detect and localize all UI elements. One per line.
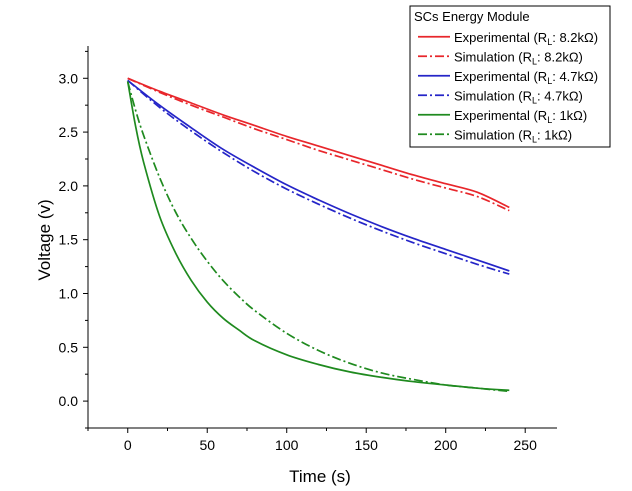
- legend: SCs Energy Module Experimental (RL: 8.2kΩ…: [409, 5, 611, 148]
- series-line-3: [127, 79, 510, 275]
- x-tick-label: 150: [355, 437, 379, 453]
- series-line-0: [127, 77, 510, 209]
- legend-label-5: Simulation (RL: 1kΩ): [454, 127, 572, 144]
- series-line-1: [127, 77, 510, 212]
- legend-label-0: Experimental (RL: 8.2kΩ): [454, 30, 598, 47]
- y-axis-title: Voltage (v): [35, 199, 54, 280]
- y-tick-label: 2.0: [59, 178, 79, 194]
- x-tick-label: 250: [514, 437, 538, 453]
- legend-label-3: Simulation (RL: 4.7kΩ): [454, 88, 583, 105]
- legend-label-2: Experimental (RL: 4.7kΩ): [454, 69, 598, 86]
- x-axis-title: Time (s): [289, 467, 351, 486]
- y-tick-label: 2.5: [59, 124, 79, 140]
- x-tick-label: 50: [199, 437, 215, 453]
- legend-label-4: Experimental (RL: 1kΩ): [454, 108, 587, 125]
- y-tick-label: 3.0: [59, 70, 79, 86]
- series-line-4: [126, 81, 510, 392]
- y-tick-label: 1.5: [59, 232, 79, 248]
- x-tick-label: 100: [275, 437, 299, 453]
- series-line-2: [127, 79, 510, 272]
- legend-title: SCs Energy Module: [414, 9, 530, 24]
- y-tick-label: 1.0: [59, 285, 79, 301]
- y-tick-label: 0.0: [59, 393, 79, 409]
- series-line-5: [126, 81, 510, 393]
- y-tick-label: 0.5: [59, 339, 79, 355]
- series-layer: [126, 77, 510, 393]
- x-tick-label: 0: [124, 437, 132, 453]
- x-tick-label: 200: [434, 437, 458, 453]
- legend-label-1: Simulation (RL: 8.2kΩ): [454, 49, 583, 66]
- axes-layer: 0 50 100 150 200 250 0.0 0.5 1.0 1.5 2.0 2.5 3.0: [59, 46, 557, 453]
